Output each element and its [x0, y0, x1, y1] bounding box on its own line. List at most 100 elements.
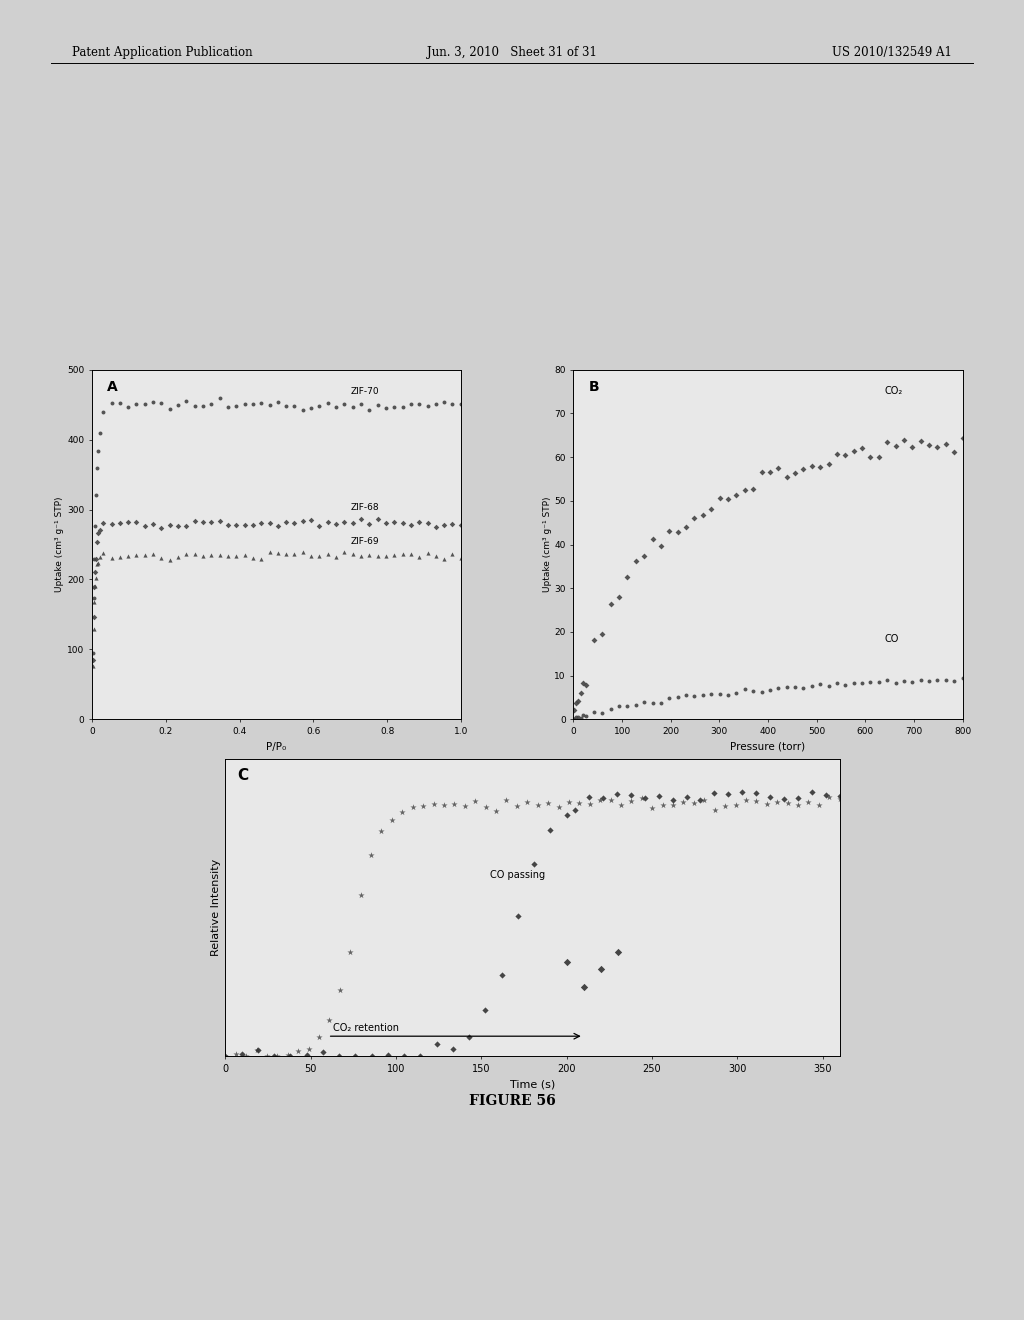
Point — [570, 690, 587, 711]
Point — [487, 801, 504, 822]
Point — [567, 706, 584, 727]
Point — [558, 804, 574, 825]
Point — [770, 677, 786, 698]
Point — [542, 820, 558, 841]
Point — [428, 1034, 444, 1055]
Point — [295, 399, 311, 420]
Point — [636, 692, 652, 713]
Point — [287, 396, 303, 417]
Point — [736, 678, 753, 700]
Point — [770, 458, 786, 479]
Point — [594, 623, 610, 644]
Point — [566, 709, 583, 730]
Point — [594, 702, 610, 723]
Point — [670, 521, 686, 543]
Point — [776, 788, 793, 809]
Point — [804, 675, 820, 696]
Point — [378, 545, 394, 566]
Point — [170, 395, 186, 416]
Point — [796, 459, 812, 480]
Point — [444, 513, 461, 535]
Point — [499, 789, 515, 810]
Point — [582, 793, 598, 814]
Point — [692, 789, 709, 810]
Point — [86, 548, 102, 569]
Point — [675, 792, 691, 813]
Point — [837, 445, 853, 466]
Point — [300, 1039, 316, 1060]
Point — [353, 393, 370, 414]
Point — [707, 783, 723, 804]
Point — [154, 517, 170, 539]
Point — [665, 795, 681, 816]
Point — [896, 671, 912, 692]
Point — [311, 545, 328, 566]
X-axis label: Time (s): Time (s) — [510, 1080, 555, 1089]
Point — [578, 705, 594, 726]
Point — [444, 393, 461, 414]
Point — [828, 444, 845, 465]
Point — [575, 975, 592, 998]
Point — [670, 686, 686, 708]
Point — [386, 544, 402, 565]
Point — [228, 515, 245, 536]
Point — [203, 545, 219, 566]
Point — [727, 795, 743, 816]
Point — [195, 395, 211, 416]
Point — [567, 799, 584, 820]
Point — [220, 545, 237, 566]
Point — [89, 553, 105, 574]
Point — [136, 515, 153, 536]
Point — [954, 668, 971, 689]
Point — [509, 796, 525, 817]
Point — [362, 845, 379, 866]
Point — [154, 548, 170, 569]
Point — [870, 446, 887, 467]
Point — [90, 440, 106, 461]
Point — [540, 792, 556, 813]
Point — [322, 1008, 338, 1030]
Point — [331, 1045, 347, 1067]
Y-axis label: Relative Intensity: Relative Intensity — [211, 859, 221, 956]
Point — [353, 545, 370, 566]
Point — [220, 396, 237, 417]
Point — [749, 791, 765, 812]
Point — [245, 515, 261, 536]
Point — [88, 568, 104, 589]
Point — [90, 523, 106, 544]
Text: ZIF-69: ZIF-69 — [350, 537, 379, 546]
Point — [744, 479, 761, 500]
Point — [565, 709, 582, 730]
Point — [846, 441, 862, 462]
Point — [912, 669, 929, 690]
Point — [361, 399, 378, 420]
Point — [804, 455, 820, 477]
Point — [412, 1045, 428, 1067]
Point — [929, 669, 945, 690]
Point — [336, 511, 352, 532]
Point — [428, 393, 444, 414]
Point — [602, 698, 618, 719]
Point — [831, 785, 848, 807]
Point — [453, 393, 469, 414]
Point — [278, 511, 294, 532]
Point — [817, 784, 834, 805]
Point — [929, 436, 945, 457]
Point — [436, 548, 453, 569]
Text: ZIF-70: ZIF-70 — [350, 387, 379, 396]
Point — [420, 396, 436, 417]
Point — [361, 513, 378, 535]
Point — [712, 487, 728, 508]
Point — [178, 391, 195, 412]
Point — [394, 512, 411, 533]
Point — [786, 462, 803, 483]
Point — [938, 433, 954, 454]
Point — [602, 789, 618, 810]
Text: A: A — [106, 380, 118, 395]
Point — [178, 544, 195, 565]
Point — [686, 792, 702, 813]
Point — [303, 510, 319, 531]
Point — [112, 546, 128, 568]
Point — [162, 515, 178, 536]
Point — [90, 552, 106, 573]
